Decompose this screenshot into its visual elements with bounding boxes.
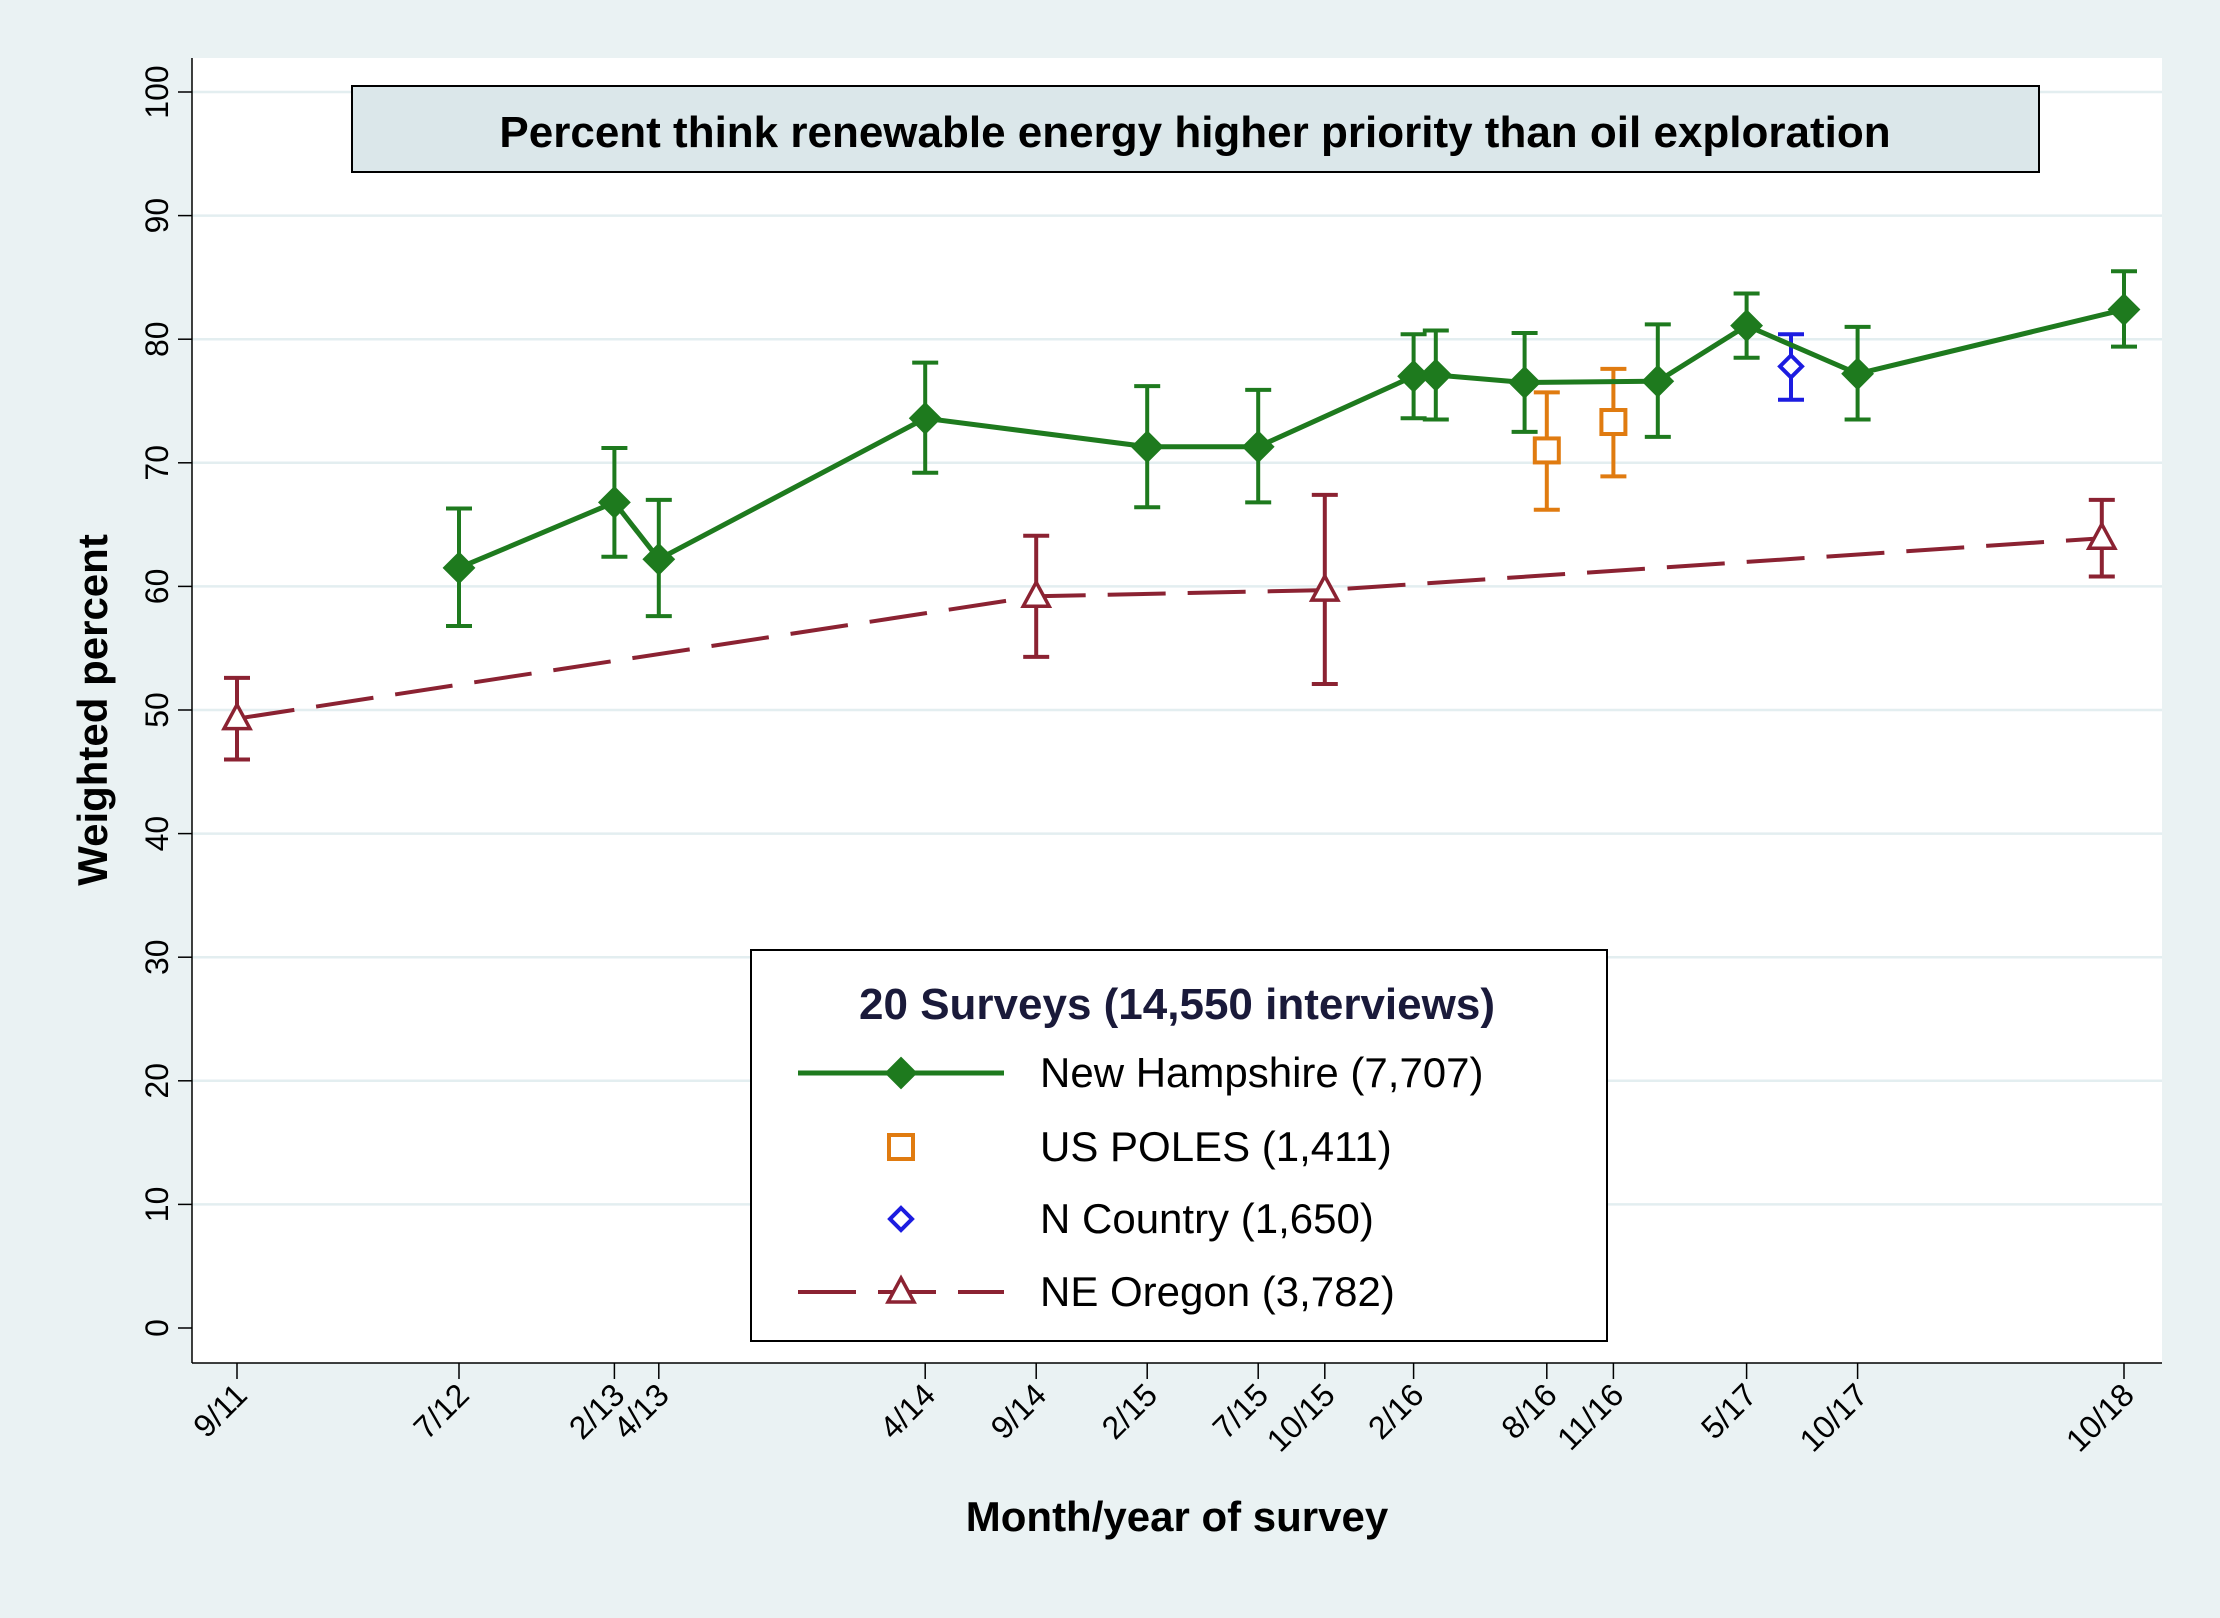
data-point	[2107, 293, 2141, 326]
data-point	[1730, 309, 1764, 343]
series-ncountry	[1777, 332, 1805, 402]
legend-entry-poles: US POLES (1,411)	[887, 1123, 1392, 1170]
x-axis-label: Month/year of survey	[966, 1493, 1389, 1540]
data-point	[1419, 358, 1453, 392]
series-oregon	[221, 492, 2118, 762]
data-point	[1241, 430, 1275, 464]
y-tick-label: 10	[139, 1187, 175, 1223]
data-point	[1599, 408, 1628, 437]
data-point	[1130, 430, 1164, 464]
y-tick-label: 0	[139, 1319, 175, 1337]
x-tick-label: 9/14	[984, 1376, 1053, 1445]
data-point	[908, 401, 942, 435]
legend-label: US POLES (1,411)	[1040, 1123, 1392, 1170]
series-nh	[442, 269, 2141, 628]
x-tick-label: 10/18	[2059, 1376, 2141, 1458]
x-tick-label: 5/17	[1694, 1376, 1763, 1445]
y-tick-label: 20	[139, 1063, 175, 1099]
legend-entry-nh: New Hampshire (7,707)	[798, 1049, 1484, 1096]
data-point	[1020, 578, 1053, 609]
x-tick-label: 7/12	[406, 1376, 475, 1445]
x-tick-label: 10/17	[1792, 1376, 1874, 1458]
y-ticks: 0 10 20 30 40 50 60 70 80 90 100	[139, 65, 192, 1337]
series	[221, 269, 2141, 762]
legend-entry-ncountry: N Country (1,650)	[887, 1195, 1374, 1242]
legend-label: New Hampshire (7,707)	[1040, 1049, 1484, 1096]
y-tick-label: 100	[139, 65, 175, 118]
y-axis-label: Weighted percent	[69, 534, 116, 886]
data-point	[642, 542, 676, 576]
y-tick-label: 50	[139, 692, 175, 728]
x-tick-label: 4/14	[873, 1376, 942, 1445]
y-tick-label: 90	[139, 198, 175, 234]
x-tick-label: 10/15	[1260, 1376, 1342, 1458]
y-tick-label: 70	[139, 445, 175, 481]
legend: 20 Surveys (14,550 interviews) New Hamps…	[750, 949, 1608, 1342]
data-point	[1308, 572, 1341, 602]
legend-marker	[887, 1133, 915, 1161]
x-tick-label: 2/15	[1095, 1376, 1164, 1445]
y-tick-label: 30	[139, 939, 175, 975]
series-line-oregon	[236, 536, 2102, 721]
data-point	[597, 485, 631, 519]
chart-title: Percent think renewable energy higher pr…	[499, 108, 1890, 157]
data-point	[1841, 357, 1875, 391]
data-point	[1508, 366, 1542, 399]
data-point	[2085, 520, 2118, 550]
legend-label: NE Oregon (3,782)	[1040, 1268, 1395, 1315]
legend-marker	[884, 1056, 918, 1090]
legend-marker	[887, 1205, 915, 1233]
legend-label: N Country (1,650)	[1040, 1195, 1374, 1242]
data-point	[442, 551, 476, 585]
x-tick-label: 9/11	[186, 1376, 254, 1444]
data-point	[221, 700, 253, 731]
legend-marker	[885, 1274, 917, 1304]
y-tick-label: 80	[139, 321, 175, 357]
x-tick-label: 2/16	[1361, 1376, 1430, 1445]
series-poles	[1532, 366, 1628, 512]
legend-entry-oregon: NE Oregon (3,782)	[798, 1268, 1395, 1315]
y-tick-label: 60	[139, 569, 175, 605]
chart-title-box: Percent think renewable energy higher pr…	[351, 85, 2040, 173]
x-tick-label: 4/13	[606, 1376, 675, 1445]
data-point	[1641, 364, 1675, 398]
data-point	[1777, 352, 1805, 381]
data-point	[1532, 436, 1561, 465]
y-tick-label: 40	[139, 816, 175, 852]
legend-title: 20 Surveys (14,550 interviews)	[859, 980, 1495, 1029]
x-tick-label: 11/16	[1550, 1376, 1630, 1456]
